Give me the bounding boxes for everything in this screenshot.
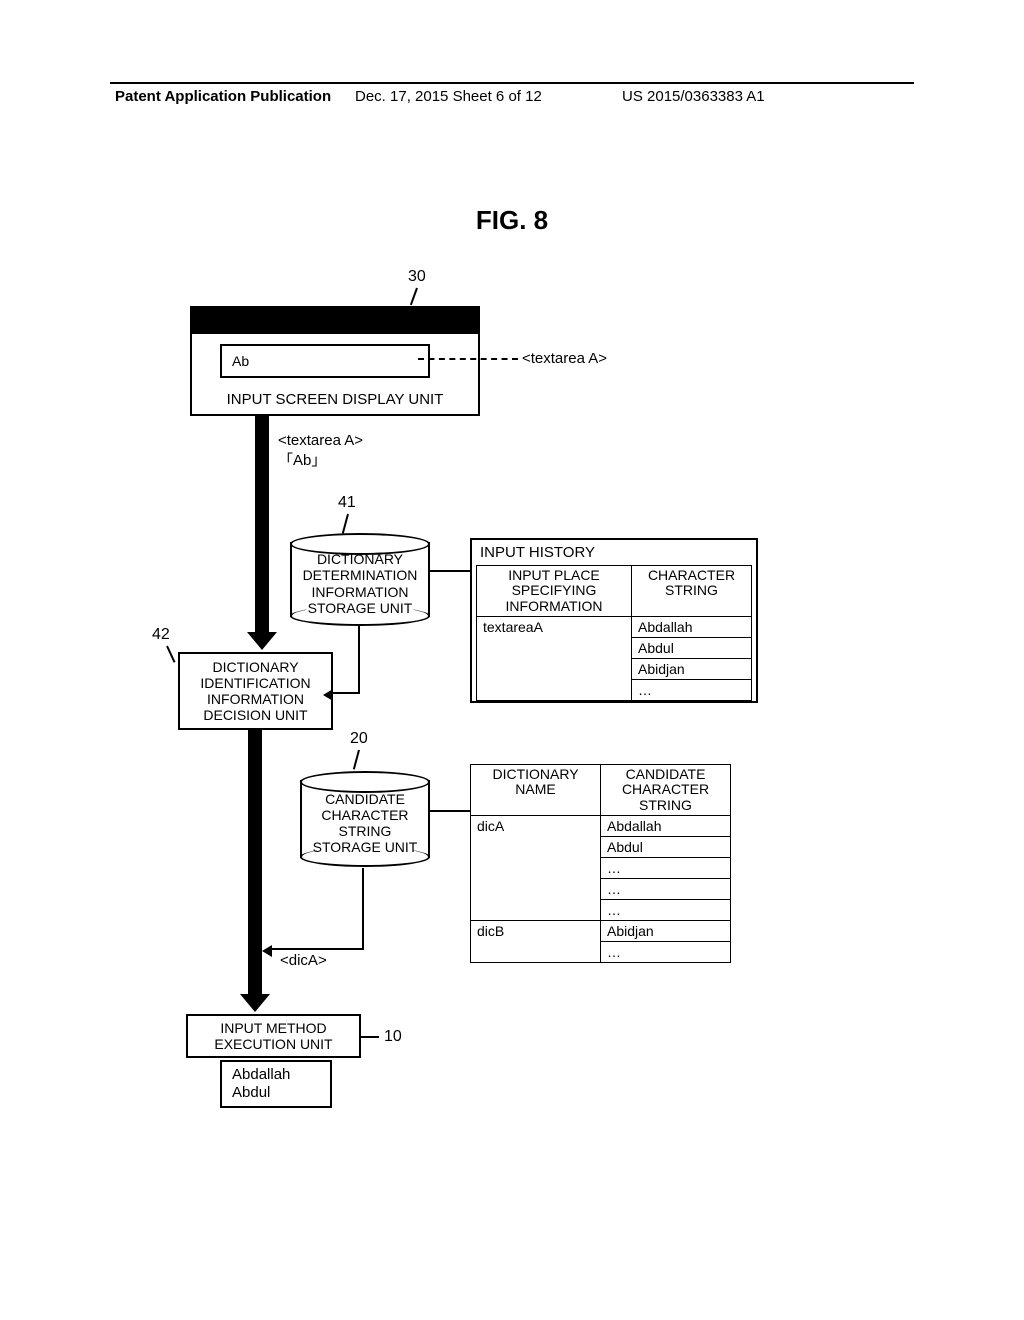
arrow-2 <box>248 730 262 996</box>
flow-ab: 「Ab」 <box>278 452 326 470</box>
table-row: dicAAbdallah <box>471 816 731 837</box>
textarea-a[interactable]: Ab <box>220 344 430 378</box>
unit-42: DICTIONARY IDENTIFICATION INFORMATION DE… <box>178 652 333 730</box>
ref-20: 20 <box>350 730 368 748</box>
dict-c-3-1: … <box>601 879 731 900</box>
figure-title: FIG. 8 <box>0 205 1024 236</box>
flow-textarea-a: <textarea A> <box>278 432 363 450</box>
history-c-0-0: textareaA <box>477 617 632 701</box>
ref-20-leader <box>353 750 360 770</box>
ref-30-leader <box>410 288 418 306</box>
ref-42-leader <box>166 646 175 663</box>
dict-c-0-0: dicA <box>471 816 601 921</box>
unit-42-label: DICTIONARY IDENTIFICATION INFORMATION DE… <box>200 659 310 723</box>
connector-20-v <box>362 868 364 948</box>
ref-41: 41 <box>338 494 356 512</box>
connector-41-42v <box>358 626 360 692</box>
dict-c-0-1: Abdallah <box>601 816 731 837</box>
ref-42: 42 <box>152 626 170 644</box>
textarea-leader <box>418 358 518 360</box>
dict-c-2-1: … <box>601 858 731 879</box>
history-c-2-1: Abidjan <box>632 659 752 680</box>
textarea-a-value: Ab <box>232 353 249 369</box>
titlebar <box>190 306 480 334</box>
arrow-1 <box>255 416 269 634</box>
textarea-a-label: <textarea A> <box>522 350 607 368</box>
table-row: dicBAbidjan <box>471 921 731 942</box>
header-right: US 2015/0363383 A1 <box>622 88 765 105</box>
unit-10: INPUT METHOD EXECUTION UNIT <box>186 1014 361 1058</box>
connector-41-42h <box>333 692 360 694</box>
dict-c-5-1: Abidjan <box>601 921 731 942</box>
header-left: Patent Application Publication <box>115 88 331 105</box>
history-title: INPUT HISTORY <box>476 544 752 565</box>
history-col1: INPUT PLACE SPECIFYING INFORMATION <box>477 566 632 617</box>
output-1: Abdallah <box>232 1066 290 1084</box>
header-center: Dec. 17, 2015 Sheet 6 of 12 <box>355 88 542 105</box>
history-c-1-1: Abdul <box>632 638 752 659</box>
history-table: INPUT PLACE SPECIFYING INFORMATION CHARA… <box>476 565 752 701</box>
table-row: textareaAAbdallah <box>477 617 752 638</box>
storage-20-label: CANDIDATE CHARACTER STRING STORAGE UNIT <box>313 791 418 855</box>
connector-20-dict <box>430 810 470 812</box>
flow-dica: <dicA> <box>280 952 327 970</box>
storage-41-cylinder: DICTIONARY DETERMINATION INFORMATION STO… <box>290 542 430 617</box>
connector-41-history <box>430 570 470 572</box>
header-rule <box>110 82 914 84</box>
dict-c-5-0: dicB <box>471 921 601 963</box>
ref-10: 10 <box>384 1028 402 1046</box>
dict-col2: CANDIDATE CHARACTER STRING <box>601 765 731 816</box>
history-c-0-1: Abdallah <box>632 617 752 638</box>
connector-20-h <box>272 948 364 950</box>
dict-c-1-1: Abdul <box>601 837 731 858</box>
dict-col1: DICTIONARY NAME <box>471 765 601 816</box>
dict-c-6-1: … <box>601 942 731 963</box>
storage-20-cylinder: CANDIDATE CHARACTER STRING STORAGE UNIT <box>300 780 430 858</box>
output-box: Abdallah Abdul <box>220 1060 332 1108</box>
output-2: Abdul <box>232 1084 290 1102</box>
ref-41-leader <box>342 514 349 534</box>
input-screen-unit: Ab INPUT SCREEN DISPLAY UNIT <box>190 306 480 416</box>
unit-10-label: INPUT METHOD EXECUTION UNIT <box>214 1020 332 1052</box>
diagram-canvas: 30 Ab INPUT SCREEN DISPLAY UNIT <textare… <box>150 270 870 1170</box>
history-col2: CHARACTER STRING <box>632 566 752 617</box>
input-screen-unit-label: INPUT SCREEN DISPLAY UNIT <box>227 391 444 408</box>
dict-c-4-1: … <box>601 900 731 921</box>
history-c-3-1: … <box>632 680 752 701</box>
storage-41-label: DICTIONARY DETERMINATION INFORMATION STO… <box>303 551 418 615</box>
dict-table: DICTIONARY NAME CANDIDATE CHARACTER STRI… <box>470 764 731 963</box>
ref-10-leader <box>361 1036 379 1038</box>
history-table-wrap: INPUT HISTORY INPUT PLACE SPECIFYING INF… <box>470 538 758 703</box>
ref-30: 30 <box>408 268 426 286</box>
